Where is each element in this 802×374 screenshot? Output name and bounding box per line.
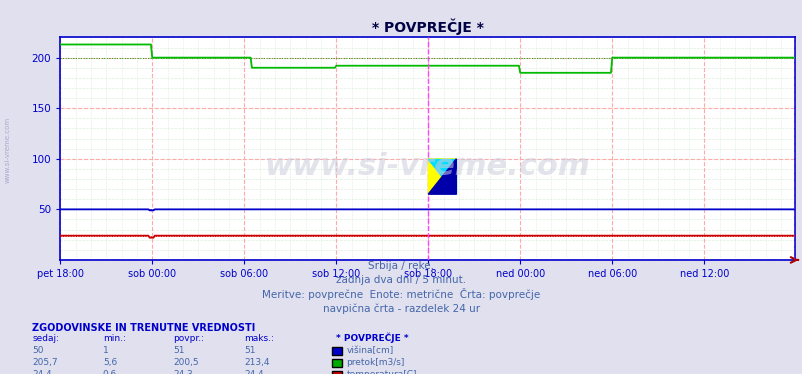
Text: 50: 50 <box>32 346 43 355</box>
Text: 1: 1 <box>103 346 108 355</box>
Text: * POVPREČJE *: * POVPREČJE * <box>335 332 408 343</box>
Text: zadnja dva dni / 5 minut.: zadnja dva dni / 5 minut. <box>336 276 466 285</box>
Text: Srbija / reke.: Srbija / reke. <box>368 261 434 271</box>
Text: 51: 51 <box>244 346 255 355</box>
Text: 24,3: 24,3 <box>173 370 193 374</box>
Text: min.:: min.: <box>103 334 125 343</box>
Text: višina[cm]: višina[cm] <box>346 346 393 355</box>
Polygon shape <box>427 159 456 194</box>
Text: 5,6: 5,6 <box>103 358 117 367</box>
Text: povpr.:: povpr.: <box>173 334 205 343</box>
Text: temperatura[C]: temperatura[C] <box>346 370 416 374</box>
Text: maks.:: maks.: <box>244 334 273 343</box>
Text: www.si-vreme.com: www.si-vreme.com <box>5 117 11 183</box>
Text: pretok[m3/s]: pretok[m3/s] <box>346 358 404 367</box>
Text: Meritve: povprečne  Enote: metrične  Črta: povprečje: Meritve: povprečne Enote: metrične Črta:… <box>262 288 540 300</box>
Polygon shape <box>427 159 456 194</box>
Text: ZGODOVINSKE IN TRENUTNE VREDNOSTI: ZGODOVINSKE IN TRENUTNE VREDNOSTI <box>32 323 255 333</box>
Text: navpična črta - razdelek 24 ur: navpična črta - razdelek 24 ur <box>322 303 480 314</box>
Title: * POVPREČJE *: * POVPREČJE * <box>371 18 483 35</box>
Text: sedaj:: sedaj: <box>32 334 59 343</box>
Text: 205,7: 205,7 <box>32 358 58 367</box>
Text: 24,4: 24,4 <box>32 370 51 374</box>
Text: 51: 51 <box>173 346 184 355</box>
Text: 213,4: 213,4 <box>244 358 269 367</box>
Text: 200,5: 200,5 <box>173 358 199 367</box>
Polygon shape <box>427 159 456 194</box>
Text: 24,4: 24,4 <box>244 370 263 374</box>
Text: www.si-vreme.com: www.si-vreme.com <box>265 152 589 181</box>
Text: 0,6: 0,6 <box>103 370 117 374</box>
